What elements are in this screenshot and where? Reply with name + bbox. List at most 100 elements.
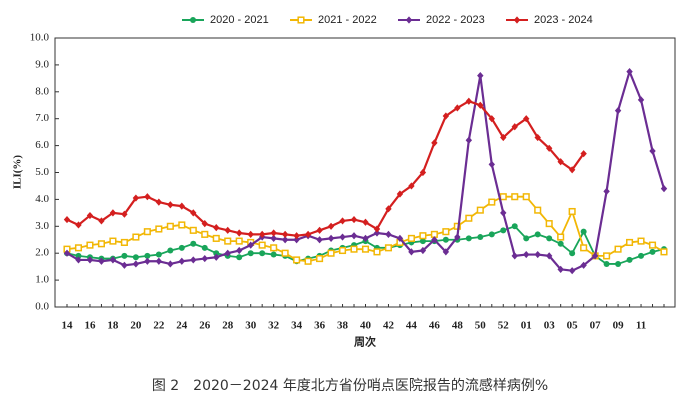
x-tick-label: 34 xyxy=(291,320,303,332)
point xyxy=(465,235,472,242)
point xyxy=(614,107,622,115)
point xyxy=(350,215,358,224)
point xyxy=(373,225,381,233)
point xyxy=(408,248,415,256)
point xyxy=(316,236,323,244)
x-tick-label: 28 xyxy=(222,320,234,332)
x-tick-label: 46 xyxy=(429,320,441,332)
point xyxy=(405,16,413,24)
x-tick-label: 40 xyxy=(360,320,372,332)
point xyxy=(513,16,521,24)
point xyxy=(293,232,300,240)
point xyxy=(591,252,599,260)
point xyxy=(545,220,553,228)
point xyxy=(281,249,289,257)
point xyxy=(167,247,174,254)
x-tick-label: 20 xyxy=(130,320,142,332)
point xyxy=(258,241,266,249)
point xyxy=(431,139,438,147)
point xyxy=(247,241,254,249)
point xyxy=(213,250,220,257)
point xyxy=(270,229,277,237)
point xyxy=(178,221,186,229)
point xyxy=(488,160,495,169)
point xyxy=(407,234,415,242)
point xyxy=(361,245,370,253)
point xyxy=(476,206,484,214)
point xyxy=(120,238,128,246)
point xyxy=(385,230,392,238)
point xyxy=(488,198,496,206)
point xyxy=(338,246,347,255)
point xyxy=(132,260,140,268)
point xyxy=(178,202,186,210)
point xyxy=(465,97,473,105)
point xyxy=(236,229,243,237)
point xyxy=(190,17,196,23)
point xyxy=(75,256,82,264)
point xyxy=(546,235,553,242)
point xyxy=(86,211,94,220)
point xyxy=(144,193,151,201)
point xyxy=(488,231,495,238)
x-tick-label: 09 xyxy=(613,320,625,332)
point xyxy=(224,226,231,234)
point xyxy=(167,201,174,209)
point xyxy=(580,244,588,252)
point xyxy=(373,229,381,237)
point xyxy=(649,147,656,155)
point xyxy=(201,220,208,228)
y-tick-label: 9.0 xyxy=(35,58,49,70)
point xyxy=(557,265,564,273)
x-tick-label: 16 xyxy=(84,320,96,332)
x-axis-label: 周次 xyxy=(354,335,376,349)
point xyxy=(281,230,289,238)
point xyxy=(615,260,622,267)
point xyxy=(500,227,507,234)
point xyxy=(247,250,254,257)
point xyxy=(454,233,461,241)
point xyxy=(465,214,473,222)
point xyxy=(121,261,128,269)
point xyxy=(384,244,393,252)
legend-label: 2023 - 2024 xyxy=(534,14,593,26)
point xyxy=(419,246,427,255)
x-tick-label: 11 xyxy=(636,320,646,332)
point xyxy=(109,209,117,217)
x-tick-label: 44 xyxy=(406,320,418,332)
y-axis-label: ILI(%) xyxy=(12,155,24,190)
point xyxy=(500,209,507,217)
point xyxy=(545,252,553,260)
y-tick-label: 7.0 xyxy=(35,112,49,124)
point xyxy=(385,205,392,213)
point xyxy=(373,248,381,256)
point xyxy=(121,252,128,259)
point xyxy=(660,185,668,193)
point xyxy=(327,234,335,243)
point xyxy=(109,237,117,245)
x-tick-label: 26 xyxy=(199,320,211,332)
point xyxy=(109,256,117,264)
point xyxy=(270,244,278,252)
point xyxy=(190,240,197,247)
x-tick-label: 07 xyxy=(590,320,602,332)
y-tick-label: 4.0 xyxy=(35,193,49,205)
point xyxy=(224,237,232,245)
point xyxy=(178,244,185,251)
point xyxy=(166,222,174,230)
series-line xyxy=(66,100,585,237)
x-tick-label: 22 xyxy=(153,320,165,332)
x-tick-label: 38 xyxy=(337,320,349,332)
point xyxy=(523,115,530,123)
point xyxy=(236,246,243,255)
point xyxy=(190,256,197,264)
point xyxy=(477,101,484,109)
y-tick-label: 3.0 xyxy=(35,220,49,232)
point xyxy=(201,230,209,238)
point xyxy=(74,244,83,252)
point xyxy=(534,231,541,238)
point xyxy=(614,245,622,253)
legend-label: 2020 - 2021 xyxy=(210,14,269,26)
y-tick-label: 6.0 xyxy=(35,139,49,151)
point xyxy=(362,218,369,226)
